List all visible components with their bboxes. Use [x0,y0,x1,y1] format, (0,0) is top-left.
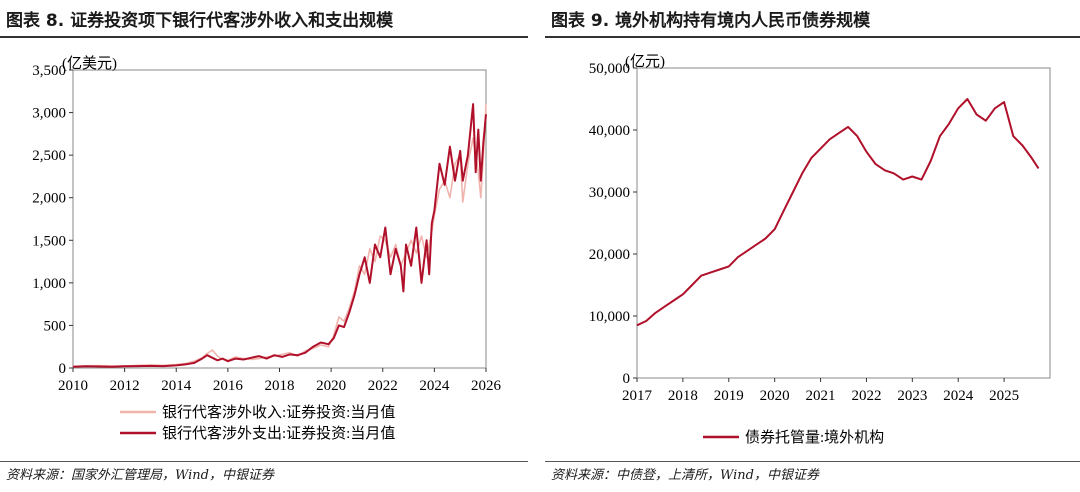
x-tick-label: 2026 [471,378,502,394]
x-tick-label: 2016 [213,378,244,394]
x-tick-label: 2022 [851,388,881,404]
title-divider [545,36,1080,38]
x-tick-label: 2021 [806,388,836,404]
x-tick-label: 2019 [714,388,744,404]
y-tick-label: 20,000 [589,247,630,263]
y-tick-label: 3,500 [32,63,66,79]
unit-label: (亿元) [625,53,665,70]
y-tick-label: 50,000 [589,61,630,77]
x-tick-label: 2020 [316,378,346,394]
y-tick-label: 40,000 [589,123,630,139]
x-tick-label: 2020 [760,388,790,404]
x-tick-label: 2010 [58,378,88,394]
source-note: 资料来源：国家外汇管理局，Wind，中银证券 [6,468,274,483]
x-tick-label: 2024 [943,388,974,404]
x-tick-label: 2024 [419,378,450,394]
y-tick-label: 3,000 [32,106,66,122]
chart-right-svg: (亿元) 0 10,000 20,000 30,000 40,000 50,000 2017 2… [589,53,1051,446]
unit-label: (亿美元) [62,55,117,72]
legend-label: 银行代客涉外收入:证券投资:当月值 [162,404,395,421]
x-tick-label: 2023 [897,388,927,404]
title-divider [0,36,528,38]
x-tick-label: 2022 [368,378,398,394]
y-tick-label: 500 [44,318,67,334]
plot-frame [72,69,487,369]
chart-title: 图表 8. 证券投资项下银行代客涉外收入和支出规模 [6,11,394,31]
y-tick-label: 0 [623,371,631,387]
y-tick-label: 2,500 [32,148,66,164]
y-tick-label: 10,000 [589,309,630,325]
source-divider [545,461,1080,462]
chart-panel-bank-securities: 图表 8. 证券投资项下银行代客涉外收入和支出规模 (亿美元) 0 500 1,000… [0,0,530,492]
plot-frame [636,67,1051,379]
chart-panel-foreign-bond-holdings: 图表 9. 境外机构持有境内人民币债券规模 (亿元) 0 10,000 20,000 3… [545,0,1080,492]
y-tick-label: 1,500 [32,233,66,249]
source-divider [0,461,528,462]
series-line [72,103,487,368]
y-tick-label: 1,000 [32,276,66,292]
chart-title: 图表 9. 境外机构持有境内人民币债券规模 [551,11,871,31]
series-line [72,104,487,368]
x-tick-label: 2017 [622,388,653,404]
legend-label: 银行代客涉外支出:证券投资:当月值 [162,425,395,442]
y-tick-label: 30,000 [589,185,630,201]
y-tick-label: 0 [59,361,67,377]
x-tick-label: 2014 [161,378,192,394]
x-tick-label: 2018 [265,378,295,394]
x-tick-label: 2018 [668,388,698,404]
source-note: 资料来源：中债登，上清所，Wind，中银证券 [551,468,819,483]
legend-label: 债券托管量:境外机构 [745,428,884,446]
x-tick-label: 2012 [110,378,140,394]
y-tick-label: 2,000 [32,191,66,207]
series-line [636,98,1040,327]
chart-left-svg: (亿美元) 0 500 1,000 1,500 2,000 2,500 3,000 3,500 2… [32,55,502,442]
x-tick-label: 2025 [989,388,1019,404]
